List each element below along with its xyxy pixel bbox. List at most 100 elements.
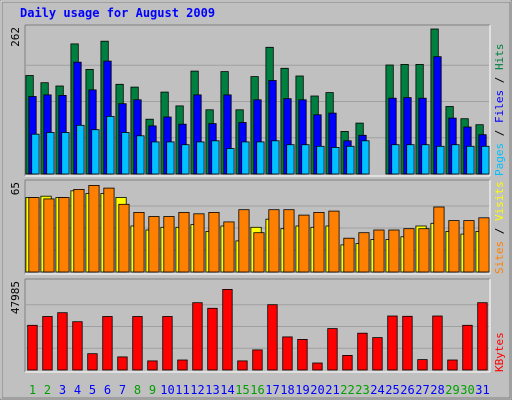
bar-pages-day-15 [241, 141, 250, 175]
bar-sites-day-13 [208, 211, 220, 273]
y-max-label-kbytes: 47985 [9, 281, 22, 314]
bar-pages-day-31 [481, 145, 490, 175]
bar-pages-day-17 [271, 140, 280, 175]
legend-separator: / [493, 123, 506, 143]
x-tick-label-day-5: 5 [89, 383, 96, 397]
bar-pages-day-10 [166, 141, 175, 175]
bar-pages-day-26 [406, 144, 415, 175]
bar-kbytes-day-11 [177, 359, 188, 371]
bar-sites-day-2 [43, 198, 55, 273]
x-tick-label-day-24: 24 [370, 383, 384, 397]
bar-pages-day-29 [451, 144, 460, 175]
bar-pages-day-13 [211, 140, 220, 175]
bar-pages-day-25 [391, 144, 400, 175]
x-tick-label-day-27: 27 [415, 383, 429, 397]
bar-pages-day-16 [256, 141, 265, 175]
bar-pages-day-7 [121, 132, 130, 175]
bar-pages-day-11 [181, 144, 190, 175]
bar-pages-day-19 [301, 144, 310, 175]
bar-sites-day-9 [148, 216, 160, 273]
bar-kbytes-day-22 [342, 354, 353, 371]
x-tick-label-day-2: 2 [44, 383, 51, 397]
chart-title: Daily usage for August 2009 [20, 6, 215, 20]
bar-sites-day-4 [73, 188, 85, 273]
x-tick-label-day-11: 11 [175, 383, 189, 397]
y-max-label-hits-files-pages: 262 [9, 27, 22, 47]
x-tick-label-day-19: 19 [295, 383, 309, 397]
bar-sites-day-25 [388, 229, 400, 273]
bar-sites-day-22 [343, 237, 355, 273]
x-tick-label-day-9: 9 [149, 383, 156, 397]
legend-entry-hits: Hits [493, 44, 506, 71]
bar-sites-day-5 [88, 184, 100, 273]
bar-kbytes-day-5 [87, 353, 98, 371]
x-tick-label-day-23: 23 [355, 383, 369, 397]
bar-pages-day-30 [466, 145, 475, 175]
legend-entry-kbytes: KBytes [493, 332, 506, 372]
bar-sites-day-31 [478, 217, 490, 273]
legend-entry-files: Files [493, 90, 506, 123]
bar-sites-day-3 [58, 197, 70, 273]
x-tick-label-day-30: 30 [460, 383, 474, 397]
bar-pages-day-12 [196, 141, 205, 175]
bar-sites-day-6 [103, 187, 115, 273]
x-tick-label-day-6: 6 [104, 383, 111, 397]
bar-pages-day-22 [346, 145, 355, 175]
panel-kbytes: 47985 KBytes [9, 278, 506, 373]
bar-sites-day-21 [328, 210, 340, 273]
bar-kbytes-day-15 [237, 360, 248, 371]
bar-sites-day-1 [28, 197, 40, 273]
x-tick-label-day-10: 10 [160, 383, 174, 397]
bar-pages-day-5 [91, 129, 100, 175]
bar-sites-day-27 [418, 228, 430, 273]
bar-kbytes-day-7 [117, 356, 128, 371]
bar-sites-day-19 [298, 214, 310, 273]
bar-sites-day-30 [463, 220, 475, 273]
x-tick-label-day-26: 26 [400, 383, 414, 397]
bar-kbytes-day-25 [387, 315, 398, 371]
bar-kbytes-day-26 [402, 315, 413, 371]
bar-sites-day-23 [358, 232, 370, 273]
x-tick-label-day-14: 14 [220, 383, 234, 397]
bar-kbytes-day-1 [27, 324, 38, 371]
bar-pages-day-27 [421, 144, 430, 175]
bar-pages-day-6 [106, 116, 115, 175]
bar-kbytes-day-14 [222, 288, 233, 371]
bar-kbytes-day-10 [162, 316, 173, 371]
bar-kbytes-day-8 [132, 316, 143, 371]
bar-sites-day-16 [253, 232, 265, 273]
x-tick-label-day-8: 8 [134, 383, 141, 397]
bar-sites-day-18 [283, 209, 295, 273]
bar-kbytes-day-21 [327, 328, 338, 371]
bar-kbytes-day-23 [357, 332, 368, 371]
bar-sites-day-8 [133, 211, 145, 273]
x-tick-label-day-18: 18 [280, 383, 294, 397]
bar-kbytes-day-13 [207, 307, 218, 371]
bar-kbytes-day-27 [417, 359, 428, 371]
bar-sites-day-17 [268, 209, 280, 273]
bar-kbytes-day-4 [72, 321, 83, 371]
x-tick-label-day-25: 25 [385, 383, 399, 397]
bar-kbytes-day-16 [252, 349, 263, 371]
legend-kbytes: KBytes [493, 332, 506, 372]
bar-pages-day-18 [286, 144, 295, 175]
bar-pages-day-28 [436, 145, 445, 175]
x-tick-label-day-1: 1 [29, 383, 36, 397]
bar-kbytes-day-9 [147, 360, 158, 371]
x-tick-label-day-12: 12 [190, 383, 204, 397]
bar-sites-day-14 [223, 221, 235, 273]
bar-sites-day-20 [313, 211, 325, 273]
bar-sites-day-12 [193, 213, 205, 273]
panel-visits-sites: 65 Sites / Visits [9, 179, 506, 275]
legend-separator: / [493, 221, 506, 241]
bar-kbytes-day-19 [297, 338, 308, 371]
bar-kbytes-day-20 [312, 362, 323, 371]
bar-sites-day-29 [448, 220, 460, 273]
x-tick-label-day-29: 29 [445, 383, 459, 397]
bar-pages-day-9 [151, 141, 160, 175]
bar-kbytes-day-6 [102, 316, 113, 371]
y-max-label-visits-sites: 65 [9, 182, 22, 195]
bar-sites-day-15 [238, 209, 250, 273]
